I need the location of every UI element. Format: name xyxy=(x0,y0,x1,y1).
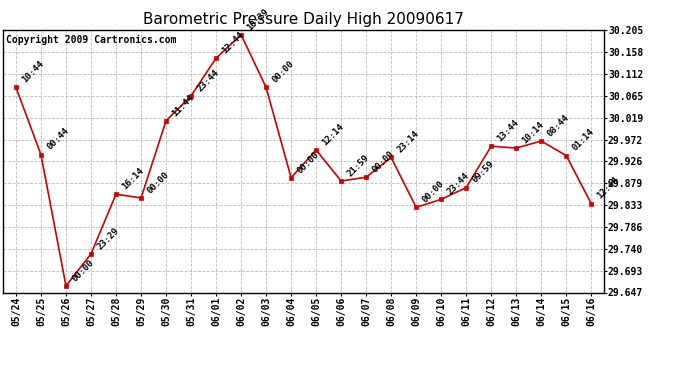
Text: 10:29: 10:29 xyxy=(245,6,270,32)
Text: 12:44: 12:44 xyxy=(595,176,621,201)
Text: 23:29: 23:29 xyxy=(95,226,121,251)
Text: 00:00: 00:00 xyxy=(420,179,446,205)
Text: 08:44: 08:44 xyxy=(545,113,571,138)
Text: 00:00: 00:00 xyxy=(70,258,95,283)
Text: 16:14: 16:14 xyxy=(120,166,146,191)
Text: 10:14: 10:14 xyxy=(520,120,546,145)
Text: 23:14: 23:14 xyxy=(395,129,421,155)
Text: 23:44: 23:44 xyxy=(445,171,471,196)
Text: 00:00: 00:00 xyxy=(295,150,321,175)
Text: 21:59: 21:59 xyxy=(345,153,371,178)
Text: 13:44: 13:44 xyxy=(495,118,521,143)
Text: 10:44: 10:44 xyxy=(20,59,46,85)
Text: 01:14: 01:14 xyxy=(571,128,595,153)
Text: 12:44: 12:44 xyxy=(220,30,246,56)
Text: Copyright 2009 Cartronics.com: Copyright 2009 Cartronics.com xyxy=(6,35,177,45)
Text: 23:44: 23:44 xyxy=(195,68,221,93)
Text: 11:44: 11:44 xyxy=(170,93,195,118)
Text: 00:00: 00:00 xyxy=(145,170,170,195)
Text: 00:00: 00:00 xyxy=(371,149,395,174)
Title: Barometric Pressure Daily High 20090617: Barometric Pressure Daily High 20090617 xyxy=(143,12,464,27)
Text: 00:44: 00:44 xyxy=(45,126,70,152)
Text: 00:00: 00:00 xyxy=(270,59,295,85)
Text: 12:14: 12:14 xyxy=(320,122,346,147)
Text: 09:59: 09:59 xyxy=(471,159,495,185)
